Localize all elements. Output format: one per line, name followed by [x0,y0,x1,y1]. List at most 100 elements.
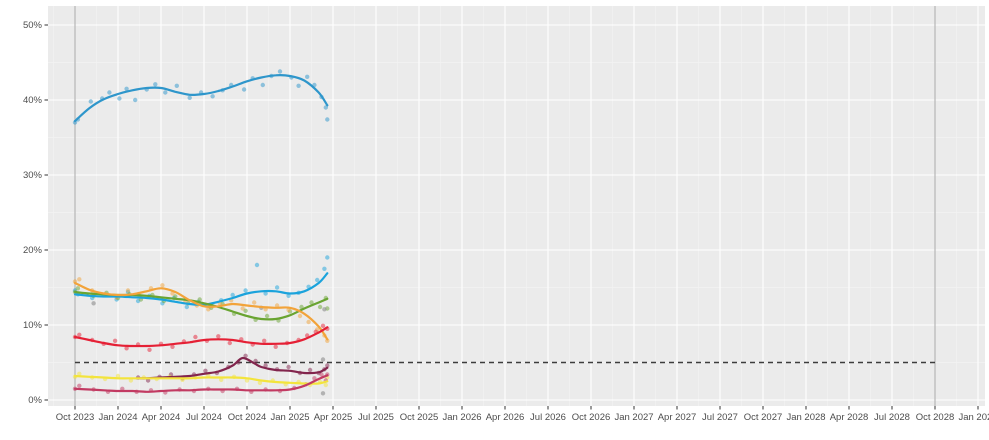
y-tick-label: 20% [23,245,43,256]
poll-point-red [193,334,198,340]
x-tick-label: Oct 2025 [400,412,439,423]
poll-point-orange [125,288,131,293]
poll-point-red [170,344,175,349]
poll-point-orange [286,307,291,313]
poll-point-green [317,304,323,310]
poll-point-cyan [325,255,330,260]
poll-point-magenta [120,386,125,391]
poll-point-red [216,334,221,339]
x-tick-label: Jul 2027 [702,412,738,423]
poll-point-magenta [319,372,324,377]
poll-point-yellow [219,377,224,382]
poll-point-red [320,323,326,328]
poll-point-red [77,332,82,337]
poll-point-dark-red [203,368,208,373]
poll-point-cyan [263,291,268,296]
poll-point-blue [187,95,192,101]
x-tick-label: Apr 2025 [314,412,353,423]
poll-point-orange [240,306,245,311]
poll-point-orange [325,338,330,343]
poll-point-blue [174,83,179,89]
poll-point-yellow [323,382,328,388]
poll-point-cyan [254,262,260,268]
x-tick-label: Jul 2028 [874,412,910,423]
poll-point-yellow [77,371,82,376]
poll-point-blue [305,74,310,80]
poll-point-yellow [115,373,121,379]
poll-point-dark-red [263,363,268,368]
poll-point-orange [77,277,82,282]
poll-point-red [227,340,232,346]
poll-point-orange [297,313,303,319]
poll-point-blue [241,87,247,92]
poll-point-magenta [77,383,82,388]
poll-point-dark-red [253,358,258,364]
trend-line-cyan [73,272,329,306]
poll-point-blue [153,82,158,87]
poll-point-cyan [322,266,327,271]
x-tick-label: Oct 2027 [744,412,783,423]
poll-point-blue [133,97,138,103]
poll-point-blue [163,90,168,95]
poll-point-green [264,313,270,319]
poll-point-grey [320,391,326,396]
poll-point-green [309,300,314,305]
poll-point-blue [124,86,129,92]
poll-point-cyan [286,293,291,298]
y-tick-label: 40% [23,95,43,106]
trend-line-orange [73,281,329,341]
poll-point-red [112,338,118,343]
x-tick-label: Apr 2026 [486,412,525,423]
poll-point-green [197,297,202,302]
poll-point-blue [117,96,122,101]
trend-line-dark-red [135,356,329,380]
trend-line-magenta [73,374,329,393]
x-tick-label: Jan 2026 [442,412,481,423]
y-tick-label: 30% [23,170,43,181]
poll-point-blue [325,117,330,122]
x-tick-label: Apr 2027 [658,412,697,423]
poll-point-grey [320,357,326,362]
y-tick-label: 0% [28,395,42,406]
poll-point-blue [88,99,94,104]
poll-point-yellow [257,380,263,385]
poll-point-blue [107,90,112,95]
plot-panel [48,6,985,406]
poll-point-cyan [184,304,189,310]
poll-point-cyan [230,292,235,298]
poll-point-dark-red [286,364,291,370]
poll-point-orange [206,307,211,312]
poll-point-dark-red [307,367,313,373]
poll-point-green [75,286,81,291]
poll-point-red [262,338,267,343]
poll-point-blue [323,105,328,110]
x-tick-label: Jul 2026 [530,412,566,423]
poll-point-blue [260,82,265,88]
poll-point-red [147,347,152,352]
poll-point-orange [306,319,311,325]
trend-line-red [73,326,329,348]
x-tick-label: Oct 2023 [56,412,95,423]
x-tick-label: Apr 2028 [830,412,869,423]
poll-point-blue [296,83,301,89]
poll-point-cyan [243,288,248,293]
x-tick-label: Jul 2024 [186,412,222,423]
poll-point-grey [322,307,327,312]
poll-point-red [124,346,129,351]
x-tick-label: Oct 2026 [572,412,611,423]
poll-point-dark-red [243,353,248,358]
poll-point-orange [274,303,280,308]
poll-point-orange [252,300,257,305]
poll-point-cyan [274,285,280,290]
poll-point-cyan [315,277,320,283]
x-tick-label: Jan 2027 [614,412,653,423]
poll-point-blue [210,94,215,99]
poll-point-orange [160,283,165,288]
trend-line-yellow [73,374,329,385]
x-tick-label: Jul 2025 [358,412,394,423]
x-tick-label: Jan 2028 [786,412,825,423]
x-tick-label: Jan 2024 [98,412,137,423]
y-tick-label: 50% [23,20,43,31]
